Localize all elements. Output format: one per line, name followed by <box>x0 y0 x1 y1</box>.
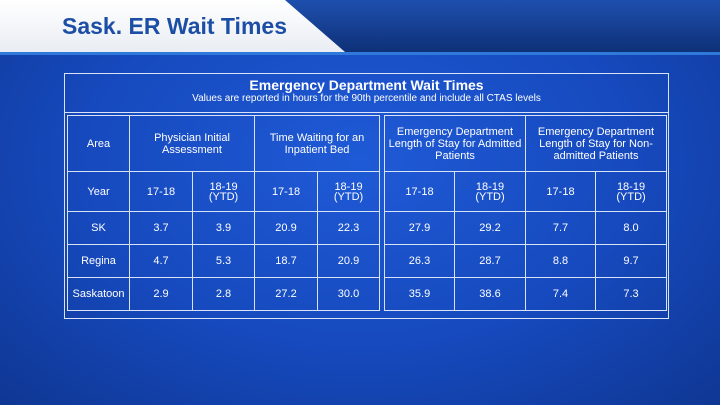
value-cell: 20.9 <box>317 244 381 278</box>
year-cell: 17-18 <box>254 171 319 212</box>
year-label: 18-19 <box>334 180 363 193</box>
value-cell: 5.3 <box>191 244 256 278</box>
value-cell: 7.3 <box>594 277 668 311</box>
card-header: Emergency Department Wait Times Values a… <box>65 74 668 113</box>
accent-line <box>0 52 720 55</box>
table-row-regina: 26.3 28.7 8.8 9.7 <box>384 244 668 278</box>
value-cell: 4.7 <box>129 244 193 278</box>
group-header-non-admitted-stay: Emergency Department Length of Stay for … <box>524 115 668 172</box>
value-cell: 35.9 <box>384 277 455 311</box>
year-label: 18-19 <box>616 180 646 193</box>
table-row-sk: 27.9 29.2 7.7 8.0 <box>384 211 668 245</box>
value-cell: 22.3 <box>317 211 381 245</box>
year-cell-ytd: 18-19 (YTD) <box>454 171 526 212</box>
table-row-saskatoon: Saskatoon 2.9 2.8 27.2 30.0 <box>67 277 381 311</box>
value-cell: 20.9 <box>254 211 319 245</box>
value-cell: 7.7 <box>525 211 596 245</box>
area-header: Area <box>67 115 130 172</box>
page-title: Sask. ER Wait Times <box>62 13 287 39</box>
group-header-physician: Physician Initial Assessment <box>128 115 256 172</box>
value-cell: 27.2 <box>254 277 319 311</box>
year-cell: 17-18 <box>525 171 596 212</box>
value-cell: 29.2 <box>454 211 526 245</box>
value-cell: 28.7 <box>454 244 526 278</box>
value-cell: 3.7 <box>129 211 193 245</box>
value-cell: 9.7 <box>594 244 668 278</box>
value-cell: 38.6 <box>454 277 526 311</box>
ytd-label: (YTD) <box>475 190 505 203</box>
group-header-inpatient-bed: Time Waiting for an Inpatient Bed <box>254 115 381 172</box>
title-panel: Sask. ER Wait Times <box>0 0 345 52</box>
group-header-admitted-stay: Emergency Department Length of Stay for … <box>384 115 526 172</box>
table-row-sk: SK 3.7 3.9 20.9 22.3 <box>67 211 381 245</box>
wait-times-card: Emergency Department Wait Times Values a… <box>64 73 669 319</box>
value-cell: 2.9 <box>129 277 193 311</box>
ytd-label: (YTD) <box>208 190 239 203</box>
header-row: Emergency Department Length of Stay for … <box>384 115 668 172</box>
table-subtitle: Values are reported in hours for the 90t… <box>192 93 541 104</box>
table-row-saskatoon: 35.9 38.6 7.4 7.3 <box>384 277 668 311</box>
table-title: Emergency Department Wait Times <box>249 77 484 93</box>
year-cell: 17-18 <box>129 171 193 212</box>
area-cell: SK <box>67 211 130 245</box>
value-cell: 2.8 <box>191 277 256 311</box>
year-cell: 17-18 <box>384 171 455 212</box>
header-row: Area Physician Initial Assessment Time W… <box>67 115 381 172</box>
value-cell: 8.8 <box>525 244 596 278</box>
year-cell-ytd: 18-19 (YTD) <box>594 171 668 212</box>
table-row-regina: Regina 4.7 5.3 18.7 20.9 <box>67 244 381 278</box>
year-label: 18-19 <box>209 180 238 193</box>
ytd-label: (YTD) <box>333 190 364 203</box>
value-cell: 3.9 <box>191 211 256 245</box>
year-cell-ytd: 18-19 (YTD) <box>317 171 381 212</box>
value-cell: 7.4 <box>525 277 596 311</box>
area-cell: Regina <box>67 244 130 278</box>
year-label: 18-19 <box>475 180 505 193</box>
value-cell: 8.0 <box>594 211 668 245</box>
area-cell: Saskatoon <box>67 277 130 311</box>
value-cell: 27.9 <box>384 211 455 245</box>
value-cell: 26.3 <box>384 244 455 278</box>
right-wait-table: Emergency Department Length of Stay for … <box>384 115 668 311</box>
value-cell: 18.7 <box>254 244 319 278</box>
value-cell: 30.0 <box>317 277 381 311</box>
year-cell-ytd: 18-19 (YTD) <box>191 171 256 212</box>
year-row: 17-18 18-19 (YTD) 17-18 18-19 (YTD) <box>384 171 668 212</box>
left-wait-table: Area Physician Initial Assessment Time W… <box>67 115 381 311</box>
ytd-label: (YTD) <box>616 190 646 203</box>
year-row: Year 17-18 18-19 (YTD) 17-18 18-19 (YTD) <box>67 171 381 212</box>
year-header: Year <box>67 171 130 212</box>
